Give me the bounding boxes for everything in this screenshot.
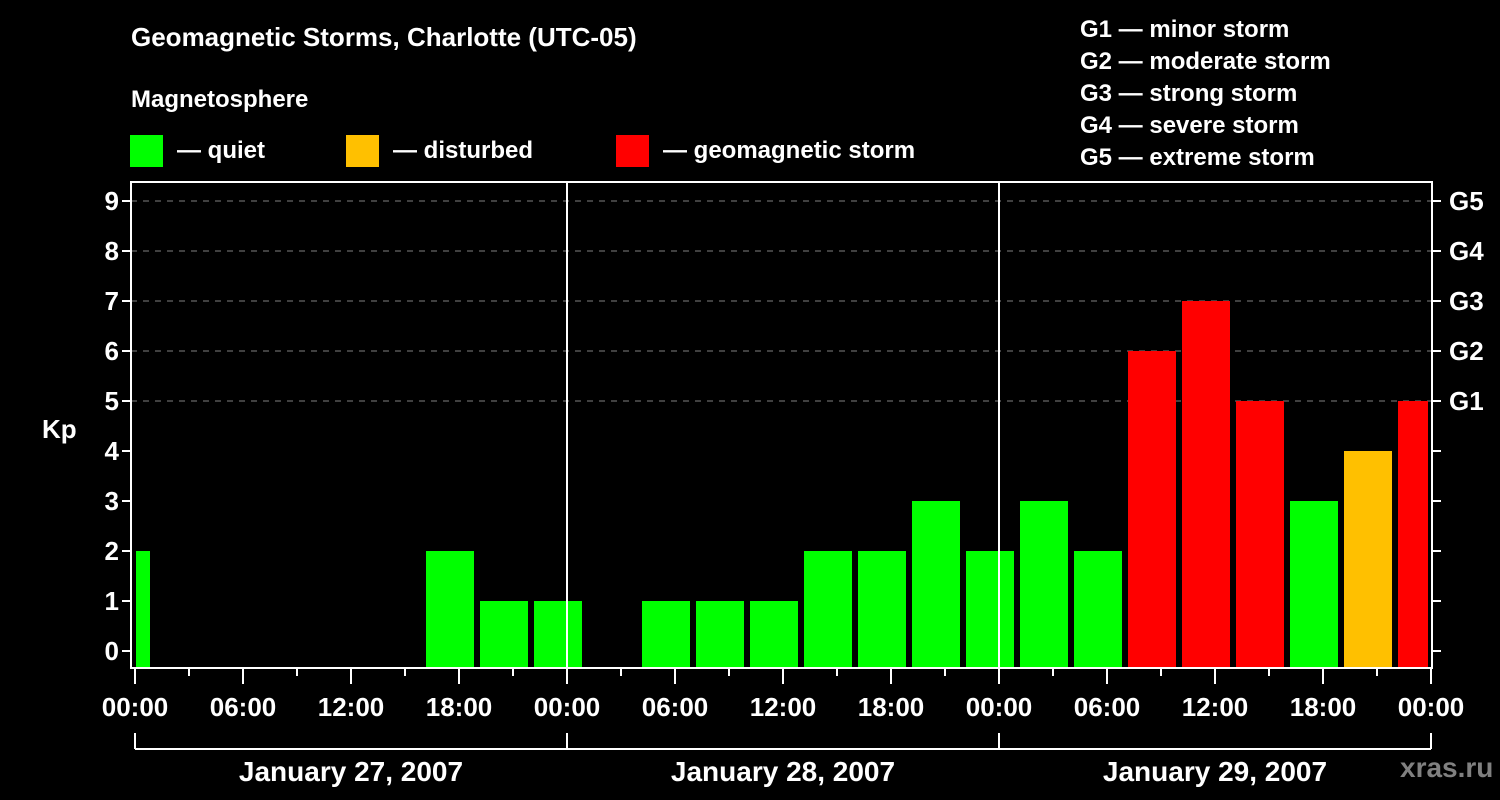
x-tick-label: 00:00 [1398,692,1465,722]
scale-g1: G1 — minor storm [1080,16,1290,43]
g-scale-label: G2 [1449,336,1484,366]
kp-bar-quiet [750,601,798,668]
legend-label-disturbed: — disturbed [393,137,534,164]
legend-label-storm: — geomagnetic storm [663,137,916,164]
kp-bar-quiet [136,551,150,668]
x-tick-label: 18:00 [1290,692,1357,722]
day-label: January 29, 2007 [1103,756,1327,787]
y-tick-label: 6 [105,336,119,366]
kp-bar-quiet [426,551,474,668]
y-tick-label: 3 [105,486,119,516]
legend-item-disturbed: — disturbed [346,134,533,168]
scale-g3: G3 — strong storm [1080,80,1298,107]
x-tick-label: 00:00 [534,692,601,722]
chart-title: Geomagnetic Storms, Charlotte (UTC-05) [131,22,637,52]
kp-bar-quiet [804,551,852,668]
kp-bar-quiet [1074,551,1122,668]
x-tick-label: 06:00 [210,692,277,722]
kp-bar-storm [1236,401,1284,668]
plot-frame [130,181,1433,669]
x-tick-label: 06:00 [642,692,709,722]
watermark: xras.ru [1400,752,1494,783]
y-tick-label: 5 [105,386,119,416]
quiet-swatch-icon [130,135,163,167]
x-tick-label: 18:00 [426,692,493,722]
g-scale-label: G3 [1449,286,1484,316]
kp-bar-storm [1398,401,1428,668]
x-tick-label: 12:00 [750,692,817,722]
legend-label-quiet: — quiet [177,137,265,164]
storm-scale-legend: G1 — minor storm G2 — moderate storm G3 … [1080,14,1331,174]
kp-bar-quiet [696,601,744,668]
g-scale-label: G5 [1449,186,1484,216]
kp-bar-disturbed [1344,451,1392,668]
kp-bar-quiet [1290,501,1338,668]
kp-bar-quiet [1020,501,1068,668]
legend-item-storm: — geomagnetic storm [616,134,915,168]
x-tick-label: 00:00 [102,692,169,722]
kp-bar-quiet [480,601,528,668]
kp-bar-quiet [912,501,960,668]
day-label: January 27, 2007 [239,756,463,787]
scale-g4: G4 — severe storm [1080,112,1299,139]
x-tick-label: 06:00 [1074,692,1141,722]
x-tick-label: 12:00 [318,692,385,722]
disturbed-swatch-icon [346,135,379,167]
y-axis-label: Kp [42,414,77,444]
kp-bar-quiet [534,601,582,668]
kp-bar-quiet [966,551,1014,668]
kp-bar-storm [1182,301,1230,668]
legend-subtitle: Magnetosphere [131,86,309,113]
y-tick-label: 1 [105,586,119,616]
scale-g2: G2 — moderate storm [1080,48,1331,75]
kp-bar-quiet [858,551,906,668]
g-scale-label: G4 [1449,236,1484,266]
y-tick-label: 9 [105,186,119,216]
y-tick-label: 0 [105,636,119,666]
x-tick-label: 00:00 [966,692,1033,722]
y-tick-label: 2 [105,536,119,566]
x-tick-label: 18:00 [858,692,925,722]
kp-bar-storm [1128,351,1176,668]
y-tick-label: 7 [105,286,119,316]
day-label: January 28, 2007 [671,756,895,787]
x-tick-label: 12:00 [1182,692,1249,722]
y-tick-label: 4 [105,436,120,466]
y-tick-label: 8 [105,236,119,266]
storm-swatch-icon [616,135,649,167]
legend-item-quiet: — quiet [130,134,265,168]
g-scale-label: G1 [1449,386,1484,416]
kp-bar-quiet [642,601,690,668]
scale-g5: G5 — extreme storm [1080,144,1315,171]
